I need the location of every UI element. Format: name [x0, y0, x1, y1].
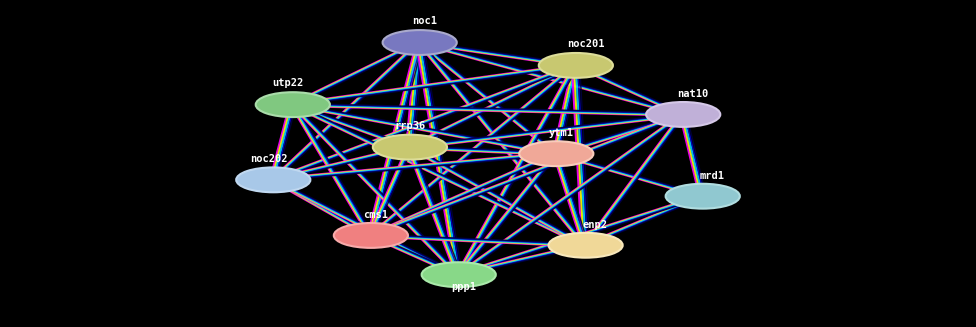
Circle shape	[256, 92, 330, 117]
Text: nat10: nat10	[677, 89, 709, 99]
Circle shape	[519, 141, 593, 166]
Circle shape	[646, 102, 720, 127]
Circle shape	[334, 223, 408, 248]
Text: enp2: enp2	[583, 219, 608, 230]
Text: mrd1: mrd1	[700, 170, 725, 181]
Circle shape	[373, 135, 447, 160]
Text: utp22: utp22	[272, 78, 304, 88]
Circle shape	[236, 167, 310, 192]
Text: ytm1: ytm1	[549, 128, 574, 138]
Text: ppp1: ppp1	[451, 282, 476, 292]
Text: noc202: noc202	[250, 154, 287, 164]
Text: noc1: noc1	[412, 16, 437, 26]
Circle shape	[539, 53, 613, 78]
Text: cms1: cms1	[363, 210, 388, 220]
Text: noc201: noc201	[567, 39, 604, 49]
Text: rrp36: rrp36	[394, 121, 426, 131]
Circle shape	[383, 30, 457, 55]
Circle shape	[666, 184, 740, 209]
Circle shape	[549, 233, 623, 258]
Circle shape	[422, 262, 496, 287]
